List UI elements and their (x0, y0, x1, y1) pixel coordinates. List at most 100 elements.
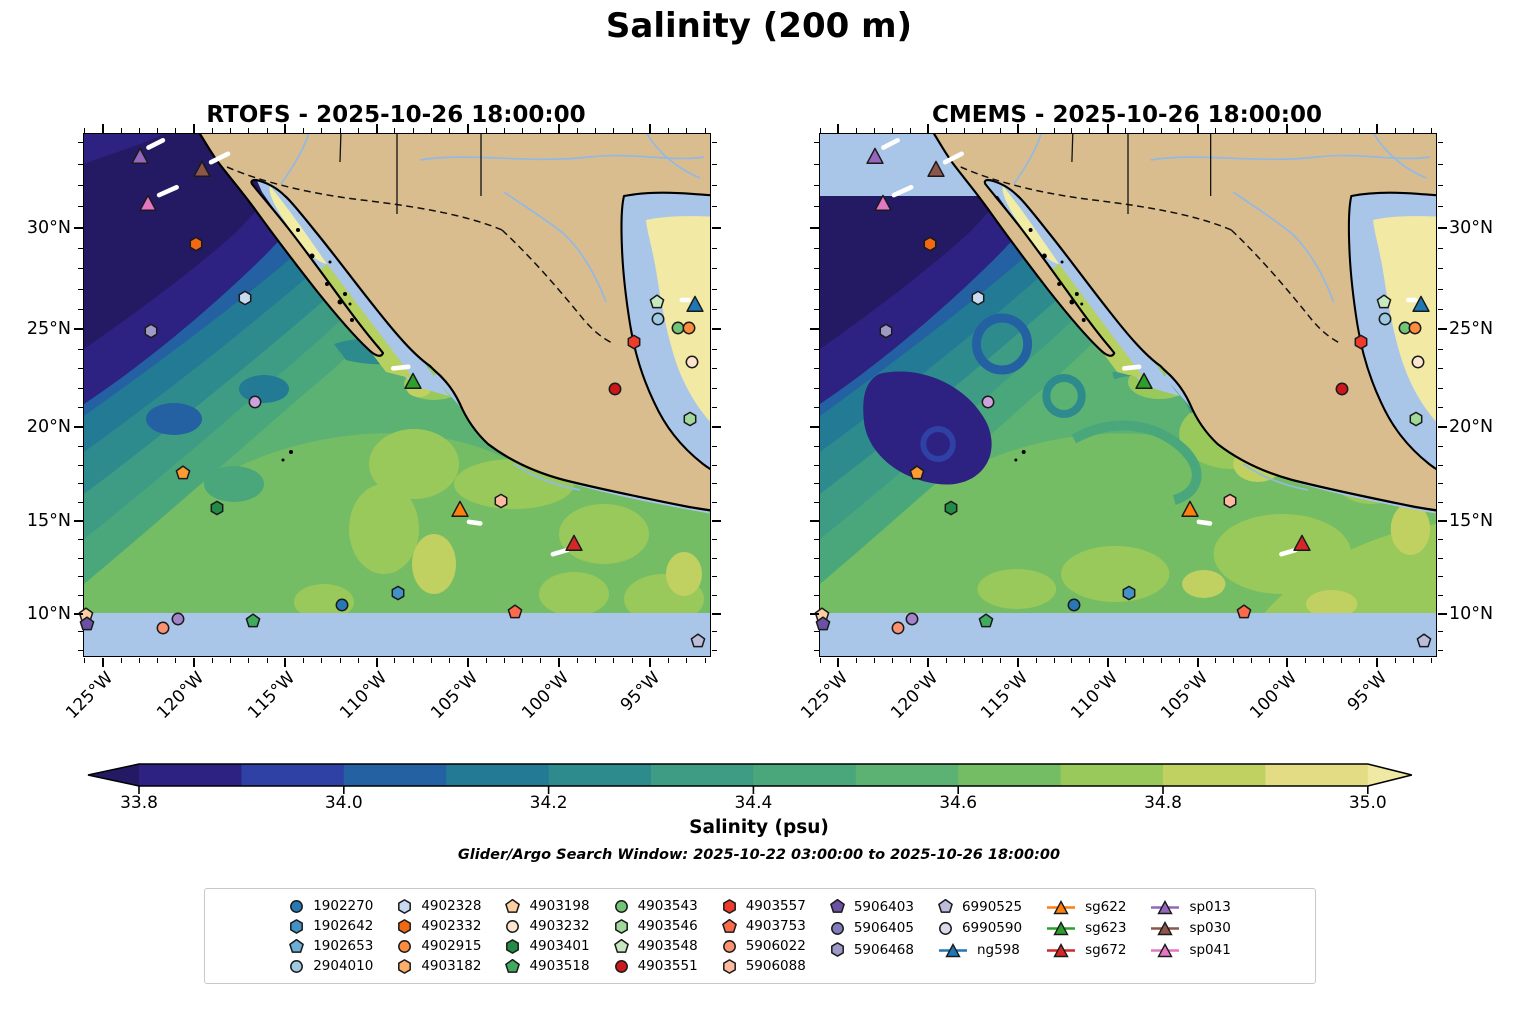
triangle-observation-marker (131, 147, 149, 165)
legend-item-1902642: 1902642 (289, 916, 373, 936)
y-axis-tick (813, 445, 819, 447)
legend-label: 4903551 (637, 958, 698, 974)
y-axis-tick (711, 631, 717, 633)
legend-column: sp013 sp030 sp041 (1150, 896, 1231, 976)
hexagon-observation-marker (189, 236, 204, 252)
x-axis-tick (211, 657, 213, 663)
panel-title-rtofs: RTOFS - 2025-10-26 18:00:00 (206, 102, 586, 128)
y-axis-tick (813, 247, 819, 249)
circle-observation-marker (170, 611, 185, 626)
y-axis-tick (813, 502, 819, 504)
legend-item-sg623: sg623 (1046, 918, 1126, 940)
y-axis-tick (1437, 483, 1443, 485)
x-axis-tick (193, 123, 196, 133)
x-axis-tick (1161, 657, 1163, 663)
x-axis-tick (1143, 127, 1145, 133)
x-axis-label: 105°W (426, 668, 482, 723)
x-axis-tick (1340, 657, 1342, 663)
hexagon-observation-marker (1409, 411, 1424, 427)
y-axis-tick (711, 464, 717, 466)
legend-label: 5906022 (745, 938, 806, 954)
x-axis-tick (1196, 657, 1199, 667)
legend-item-6990525: 6990525 (938, 896, 1022, 918)
legend-label: 4903543 (637, 898, 698, 914)
x-axis-tick (339, 127, 341, 133)
hexagon-observation-marker (1354, 334, 1369, 350)
hexagon-observation-marker (923, 236, 938, 252)
y-axis-tick (813, 185, 819, 187)
triangle-observation-marker (874, 194, 892, 212)
legend-item-2904010: 2904010 (289, 956, 373, 976)
legend-item-4903198: 4903198 (505, 896, 590, 916)
legend-item-sg672: sg672 (1046, 939, 1126, 961)
y-axis-tick (813, 142, 819, 144)
x-axis-tick (449, 127, 451, 133)
x-axis-tick (981, 657, 983, 663)
x-axis-tick (649, 657, 652, 667)
y-axis-tick (711, 226, 721, 229)
legend-column: 6990525 6990590 ng598 (938, 896, 1022, 976)
y-axis-label: 15°N (1449, 511, 1494, 532)
search-window-subtitle: Glider/Argo Search Window: 2025-10-22 03… (457, 847, 1061, 863)
x-axis-tick (1143, 657, 1145, 663)
x-axis-tick (1412, 127, 1414, 133)
legend-column: 1902270 1902642 1902653 2904010 (289, 896, 373, 976)
y-axis-tick (813, 576, 819, 578)
y-axis-tick (711, 288, 717, 290)
map-panel-rtofs: 125°W 120°W 115°W 110°W 105°W 100°W 95°W 10°N 15… (27, 123, 721, 723)
x-axis-tick (963, 127, 965, 133)
x-axis-tick (1053, 127, 1055, 133)
x-axis-tick (558, 657, 561, 667)
y-axis-tick (1437, 576, 1443, 578)
legend-label: 4903753 (745, 918, 806, 934)
y-axis-tick (1437, 612, 1447, 615)
y-axis-tick (1437, 387, 1443, 389)
x-axis-tick (1215, 657, 1217, 663)
legend-label: sg622 (1085, 898, 1127, 915)
y-axis-tick (1437, 445, 1443, 447)
legend-column: 4903543 4903546 4903548 4903551 (613, 896, 698, 976)
x-axis-tick (1017, 123, 1020, 133)
x-axis-tick (1233, 657, 1235, 663)
x-axis-tick (1035, 127, 1037, 133)
x-axis-tick (1161, 127, 1163, 133)
x-axis-tick (927, 123, 930, 133)
y-axis-tick (813, 387, 819, 389)
x-axis-tick (1394, 127, 1396, 133)
hexagon-observation-marker (391, 585, 406, 601)
x-axis-tick (466, 657, 469, 667)
x-axis-label: 110°W (335, 668, 391, 723)
y-axis-tick (77, 539, 83, 541)
x-axis-tick (1125, 657, 1127, 663)
x-axis-tick (430, 657, 432, 663)
x-axis-tick (394, 657, 396, 663)
colorbar-tick-label: 34.2 (529, 793, 568, 813)
y-axis-tick (809, 328, 819, 331)
y-axis-tick (1437, 539, 1443, 541)
x-axis-tick (1125, 127, 1127, 133)
x-axis-tick (1251, 127, 1253, 133)
x-axis-tick (945, 127, 947, 133)
panel-title-cmems: CMEMS - 2025-10-26 18:00:00 (931, 102, 1323, 128)
hexagon-observation-marker (1122, 585, 1137, 601)
x-axis-tick (1071, 657, 1073, 663)
y-axis-tick (77, 483, 83, 485)
x-axis-tick (430, 127, 432, 133)
legend-column: 4902328 4902332 4902915 4903182 (397, 896, 481, 976)
y-axis-tick (1437, 226, 1447, 229)
x-axis-label: 105°W (1156, 668, 1212, 723)
colorbar-tick-label: 34.6 (939, 793, 978, 813)
y-axis-tick (1437, 142, 1443, 144)
pentagon-observation-marker (1236, 604, 1252, 620)
y-axis-tick (711, 308, 717, 310)
x-axis-tick (1269, 127, 1271, 133)
hexagon-observation-marker (627, 334, 642, 350)
x-axis-tick (375, 123, 378, 133)
triangle-observation-marker (1293, 534, 1311, 552)
y-axis-tick (711, 425, 721, 428)
hexagon-observation-marker (493, 493, 508, 509)
x-axis-tick (339, 657, 341, 663)
legend-item-4903548: 4903548 (613, 936, 698, 956)
x-axis-tick (1196, 123, 1199, 133)
x-axis-tick (211, 127, 213, 133)
